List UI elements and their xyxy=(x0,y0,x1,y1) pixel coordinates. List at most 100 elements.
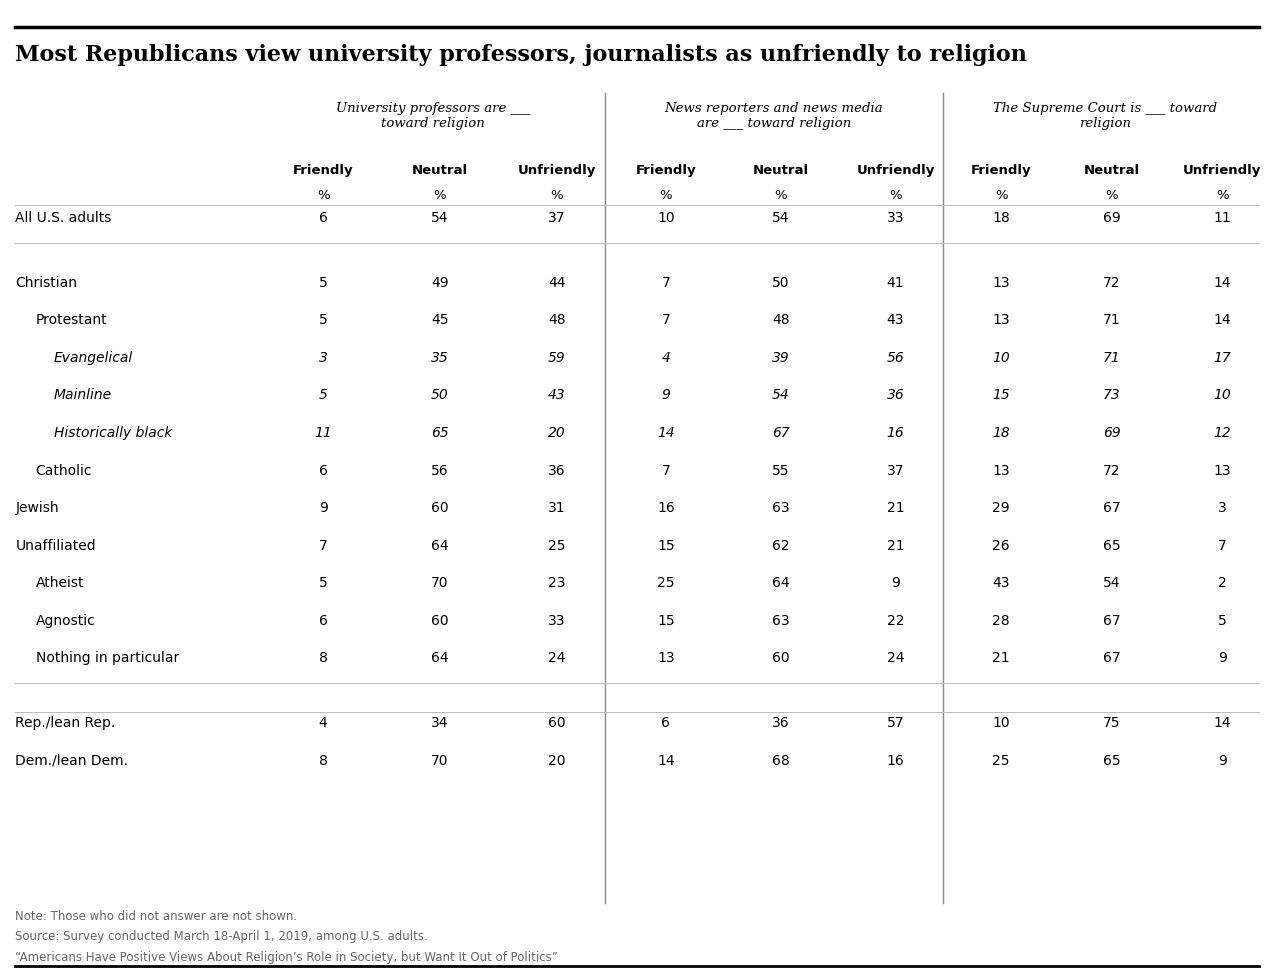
Text: Source: Survey conducted March 18-April 1, 2019, among U.S. adults.: Source: Survey conducted March 18-April … xyxy=(15,930,428,943)
Text: 17: 17 xyxy=(1213,350,1231,365)
Text: 5: 5 xyxy=(1218,614,1227,628)
Text: 4: 4 xyxy=(318,716,327,730)
Text: 44: 44 xyxy=(548,275,566,290)
Text: Unaffiliated: Unaffiliated xyxy=(15,539,96,552)
Text: 21: 21 xyxy=(887,539,905,552)
Text: 65: 65 xyxy=(1103,753,1121,768)
Text: 13: 13 xyxy=(992,313,1010,327)
Text: 10: 10 xyxy=(992,716,1010,730)
Text: 9: 9 xyxy=(318,501,327,515)
Text: Mainline: Mainline xyxy=(54,388,112,402)
Text: 9: 9 xyxy=(1218,753,1227,768)
Text: 25: 25 xyxy=(657,576,675,590)
Text: Unfriendly: Unfriendly xyxy=(856,164,935,177)
Text: 34: 34 xyxy=(432,716,448,730)
Text: 14: 14 xyxy=(1213,716,1231,730)
Text: 6: 6 xyxy=(318,211,327,224)
Text: Neutral: Neutral xyxy=(412,164,468,177)
Text: Note: Those who did not answer are not shown.: Note: Those who did not answer are not s… xyxy=(15,910,297,922)
Text: 13: 13 xyxy=(992,464,1010,477)
Text: 15: 15 xyxy=(992,388,1010,402)
Text: 35: 35 xyxy=(431,350,448,365)
Text: 48: 48 xyxy=(772,313,790,327)
Text: 60: 60 xyxy=(772,651,790,666)
Text: 5: 5 xyxy=(318,388,327,402)
Text: 36: 36 xyxy=(772,716,790,730)
Text: 49: 49 xyxy=(431,275,448,290)
Text: University professors are ___
toward religion: University professors are ___ toward rel… xyxy=(336,102,530,131)
Text: 10: 10 xyxy=(657,211,675,224)
Text: 10: 10 xyxy=(992,350,1010,365)
Text: 39: 39 xyxy=(772,350,790,365)
Text: 8: 8 xyxy=(318,753,327,768)
Text: 28: 28 xyxy=(992,614,1010,628)
Text: 14: 14 xyxy=(657,426,675,440)
Text: 64: 64 xyxy=(431,539,448,552)
Text: Friendly: Friendly xyxy=(293,164,353,177)
Text: 26: 26 xyxy=(992,539,1010,552)
Text: 45: 45 xyxy=(432,313,448,327)
Text: Nothing in particular: Nothing in particular xyxy=(36,651,178,666)
Text: 75: 75 xyxy=(1103,716,1120,730)
Text: All U.S. adults: All U.S. adults xyxy=(15,211,112,224)
Text: 9: 9 xyxy=(661,388,670,402)
Text: 14: 14 xyxy=(657,753,675,768)
Text: 5: 5 xyxy=(318,313,327,327)
Text: 33: 33 xyxy=(887,211,905,224)
Text: 55: 55 xyxy=(772,464,790,477)
Text: 15: 15 xyxy=(657,539,675,552)
Text: %: % xyxy=(660,189,673,202)
Text: 63: 63 xyxy=(772,501,790,515)
Text: 18: 18 xyxy=(992,211,1010,224)
Text: 54: 54 xyxy=(772,388,790,402)
Text: 9: 9 xyxy=(891,576,899,590)
Text: 60: 60 xyxy=(548,716,566,730)
Text: 12: 12 xyxy=(1213,426,1231,440)
Text: 60: 60 xyxy=(431,614,448,628)
Text: 25: 25 xyxy=(548,539,566,552)
Text: 73: 73 xyxy=(1103,388,1121,402)
Text: 6: 6 xyxy=(318,464,327,477)
Text: 3: 3 xyxy=(318,350,327,365)
Text: %: % xyxy=(1106,189,1119,202)
Text: %: % xyxy=(433,189,446,202)
Text: 68: 68 xyxy=(772,753,790,768)
Text: Protestant: Protestant xyxy=(36,313,107,327)
Text: 11: 11 xyxy=(1213,211,1231,224)
Text: %: % xyxy=(995,189,1008,202)
Text: 56: 56 xyxy=(431,464,448,477)
Text: 16: 16 xyxy=(887,753,905,768)
Text: 20: 20 xyxy=(548,426,566,440)
Text: 67: 67 xyxy=(1103,651,1121,666)
Text: 14: 14 xyxy=(1213,275,1231,290)
Text: 57: 57 xyxy=(887,716,905,730)
Text: 25: 25 xyxy=(992,753,1010,768)
Text: 23: 23 xyxy=(548,576,566,590)
Text: 67: 67 xyxy=(772,426,790,440)
Text: Friendly: Friendly xyxy=(971,164,1032,177)
Text: 50: 50 xyxy=(431,388,448,402)
Text: 7: 7 xyxy=(661,464,670,477)
Text: Unfriendly: Unfriendly xyxy=(1184,164,1261,177)
Text: Christian: Christian xyxy=(15,275,78,290)
Text: 4: 4 xyxy=(661,350,670,365)
Text: News reporters and news media
are ___ toward religion: News reporters and news media are ___ to… xyxy=(665,102,883,131)
Text: 70: 70 xyxy=(432,753,448,768)
Text: 36: 36 xyxy=(887,388,905,402)
Text: 72: 72 xyxy=(1103,275,1120,290)
Text: Neutral: Neutral xyxy=(753,164,809,177)
Text: 71: 71 xyxy=(1103,313,1121,327)
Text: %: % xyxy=(550,189,563,202)
Text: 13: 13 xyxy=(1213,464,1231,477)
Text: %: % xyxy=(775,189,787,202)
Text: 67: 67 xyxy=(1103,614,1121,628)
Text: Historically black: Historically black xyxy=(54,426,172,440)
Text: 43: 43 xyxy=(887,313,905,327)
Text: Dem./lean Dem.: Dem./lean Dem. xyxy=(15,753,129,768)
Text: 54: 54 xyxy=(772,211,790,224)
Text: 65: 65 xyxy=(1103,539,1121,552)
Text: Unfriendly: Unfriendly xyxy=(517,164,596,177)
Text: 2: 2 xyxy=(1218,576,1227,590)
Text: 65: 65 xyxy=(431,426,448,440)
Text: 71: 71 xyxy=(1103,350,1121,365)
